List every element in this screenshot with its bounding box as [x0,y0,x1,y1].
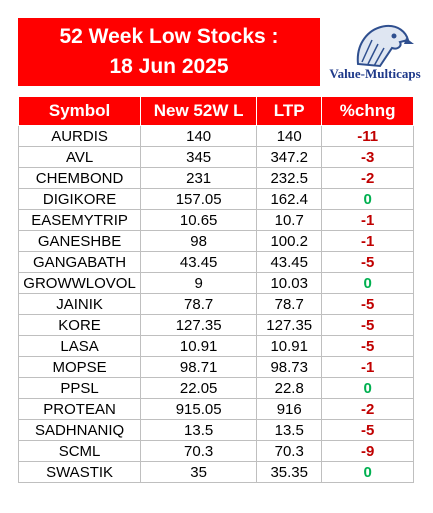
table-row: EASEMYTRIP 10.65 10.7 -1 [17,209,414,231]
table-cell: -5 [321,335,414,357]
table-cell: -9 [321,440,414,462]
column-header: %chng [321,96,414,126]
table-cell: 70.3 [256,440,323,462]
table-cell: 9 [140,272,258,294]
table-row: GROWWLOVOL 9 10.03 0 [17,272,414,294]
table-cell: -5 [321,293,414,315]
table-cell: DIGIKORE [17,188,142,210]
table-cell: PPSL [17,377,142,399]
table-cell: 100.2 [256,230,323,252]
table-cell: EASEMYTRIP [17,209,142,231]
table-row: KORE 127.35 127.35 -5 [17,314,414,336]
table-cell: 10.03 [256,272,323,294]
table-row: GANESHBE 98 100.2 -1 [17,230,414,252]
table-cell: -1 [321,209,414,231]
table-cell: 915.05 [140,398,258,420]
table-row: PROTEAN 915.05 916 -2 [17,398,414,420]
table-cell: 35 [140,461,258,483]
table-cell: 127.35 [256,314,323,336]
table-cell: 0 [321,272,414,294]
table-cell: -1 [321,356,414,378]
stock-table: Symbol New 52W L LTP %chng AURDIS 140 140 -11 A… [17,96,414,483]
table-cell: 231 [140,167,258,189]
table-cell: 13.5 [140,419,258,441]
table-body: AURDIS 140 140 -11 AVL 345 347.2 -3 CHEMBOND 231 2… [17,125,414,483]
header-row: Symbol New 52W L LTP %chng [17,96,414,126]
table-cell: 345 [140,146,258,168]
table-cell: 0 [321,188,414,210]
table-cell: 98 [140,230,258,252]
table-cell: MOPSE [17,356,142,378]
table-cell: 232.5 [256,167,323,189]
table-cell: 78.7 [256,293,323,315]
table-row: DIGIKORE 157.05 162.4 0 [17,188,414,210]
table-cell: 43.45 [256,251,323,273]
table-cell: CHEMBOND [17,167,142,189]
table-cell: 157.05 [140,188,258,210]
table-cell: SWASTIK [17,461,142,483]
table-cell: 162.4 [256,188,323,210]
table-cell: AVL [17,146,142,168]
table-cell: 10.91 [256,335,323,357]
title-box: 52 Week Low Stocks : 18 Jun 2025 [18,18,320,86]
title-line: 18 Jun 2025 [109,55,229,78]
table-cell: GANGABATH [17,251,142,273]
table-cell: KORE [17,314,142,336]
table-cell: 98.73 [256,356,323,378]
table-cell: 10.7 [256,209,323,231]
table-row: SCML 70.3 70.3 -9 [17,440,414,462]
table-cell: AURDIS [17,125,142,147]
table-cell: 22.05 [140,377,258,399]
table-cell: 140 [140,125,258,147]
title-line: 52 Week Low Stocks : [59,25,279,48]
table-row: AURDIS 140 140 -11 [17,125,414,147]
table-cell: GROWWLOVOL [17,272,142,294]
table-cell: GANESHBE [17,230,142,252]
table-cell: 127.35 [140,314,258,336]
table-row: PPSL 22.05 22.8 0 [17,377,414,399]
column-header: New 52W L [140,96,258,126]
table-row: SWASTIK 35 35.35 0 [17,461,414,483]
table-cell: JAINIK [17,293,142,315]
table-cell: 10.65 [140,209,258,231]
table-cell: LASA [17,335,142,357]
table-cell: 13.5 [256,419,323,441]
table-row: JAINIK 78.7 78.7 -5 [17,293,414,315]
table-row: AVL 345 347.2 -3 [17,146,414,168]
table-cell: 35.35 [256,461,323,483]
table-cell: 10.91 [140,335,258,357]
table-cell: -2 [321,398,414,420]
table-cell: 43.45 [140,251,258,273]
table-cell: -1 [321,230,414,252]
table-cell: 98.71 [140,356,258,378]
table-cell: 22.8 [256,377,323,399]
column-header: LTP [256,96,323,126]
table-cell: 347.2 [256,146,323,168]
table-row: CHEMBOND 231 232.5 -2 [17,167,414,189]
table-cell: SADHNANIQ [17,419,142,441]
table-cell: -3 [321,146,414,168]
table-cell: 140 [256,125,323,147]
table-cell: SCML [17,440,142,462]
table-row: MOPSE 98.71 98.73 -1 [17,356,414,378]
table-cell: -5 [321,419,414,441]
table-cell: -11 [321,125,414,147]
table-cell: 70.3 [140,440,258,462]
table-row: LASA 10.91 10.91 -5 [17,335,414,357]
table-row: GANGABATH 43.45 43.45 -5 [17,251,414,273]
table-cell: -5 [321,251,414,273]
logo-icon [356,24,414,68]
table-cell: -2 [321,167,414,189]
brand-name: Value-Multicaps [329,66,421,81]
table-cell: -5 [321,314,414,336]
column-header: Symbol [17,96,142,126]
table-row: SADHNANIQ 13.5 13.5 -5 [17,419,414,441]
table-cell: 78.7 [140,293,258,315]
table-cell: 0 [321,461,414,483]
table-cell: PROTEAN [17,398,142,420]
table-cell: 916 [256,398,323,420]
table-cell: 0 [321,377,414,399]
